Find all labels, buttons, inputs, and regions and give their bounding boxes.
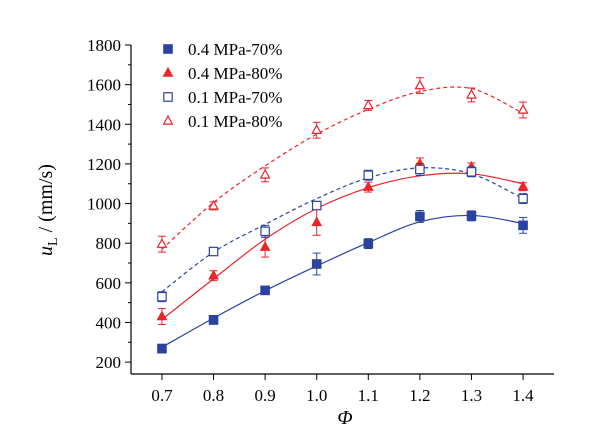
legend-marker-0-1-mpa-80 bbox=[162, 114, 174, 125]
data-point-0-4-mpa-80 bbox=[156, 310, 168, 321]
x-tick-label: 1.1 bbox=[358, 386, 379, 405]
data-point-0-1-mpa-70 bbox=[466, 167, 477, 177]
data-point-0-1-mpa-80 bbox=[311, 124, 323, 134]
y-axis-subscript: L bbox=[46, 237, 61, 246]
legend-label-0-1-mpa-80: 0.1 MPa-80% bbox=[188, 112, 282, 131]
fit-curve-0-4-mpa-70 bbox=[161, 214, 524, 348]
y-tick-label: 1200 bbox=[87, 155, 121, 174]
x-tick-label: 1.4 bbox=[512, 386, 534, 405]
data-point-0-1-mpa-80 bbox=[466, 88, 477, 99]
x-tick-label: 0.7 bbox=[151, 386, 173, 405]
y-tick-label: 800 bbox=[96, 234, 122, 253]
y-tick-label: 1000 bbox=[87, 195, 121, 214]
x-tick-label: 0.9 bbox=[254, 386, 275, 405]
y-tick-label: 1600 bbox=[87, 76, 121, 95]
data-point-0-1-mpa-70 bbox=[363, 170, 374, 181]
x-tick-label: 0.8 bbox=[203, 386, 224, 405]
data-point-0-4-mpa-70 bbox=[157, 343, 167, 354]
x-tick-label: 1.0 bbox=[306, 386, 327, 405]
data-point-0-4-mpa-70 bbox=[466, 211, 477, 221]
y-tick-label: 400 bbox=[96, 313, 122, 332]
data-point-0-4-mpa-70 bbox=[415, 211, 425, 222]
legend: 0.4 MPa-70% 0.4 MPa-80% 0.1 MPa-70% 0.1 MPa… bbox=[162, 40, 282, 131]
legend-marker-0-4-mpa-80 bbox=[162, 66, 174, 77]
legend-marker-0-1-mpa-70 bbox=[163, 92, 173, 102]
fit-curve-0-1-mpa-70 bbox=[161, 167, 524, 293]
data-point-0-4-mpa-80 bbox=[311, 216, 323, 227]
y-tick-label: 1800 bbox=[87, 36, 121, 55]
legend-label-0-1-mpa-70: 0.1 MPa-70% bbox=[188, 88, 282, 107]
data-point-0-1-mpa-80 bbox=[362, 99, 374, 110]
data-point-0-1-mpa-80 bbox=[414, 79, 426, 90]
data-point-0-1-mpa-80 bbox=[208, 199, 219, 210]
y-axis-unit: / (mm/s) bbox=[35, 164, 57, 237]
data-point-0-4-mpa-80 bbox=[362, 181, 374, 191]
y-tick-label: 200 bbox=[96, 353, 122, 372]
legend-label-0-4-mpa-70: 0.4 MPa-70% bbox=[188, 40, 282, 59]
data-point-0-4-mpa-70 bbox=[311, 259, 322, 269]
data-points bbox=[156, 77, 529, 354]
legend-label-0-4-mpa-80: 0.4 MPa-80% bbox=[188, 64, 282, 83]
data-point-0-4-mpa-70 bbox=[363, 238, 374, 249]
data-point-0-1-mpa-80 bbox=[259, 168, 271, 179]
data-point-0-1-mpa-70 bbox=[260, 226, 270, 237]
data-point-0-4-mpa-70 bbox=[208, 315, 219, 325]
data-point-0-1-mpa-70 bbox=[518, 193, 528, 204]
data-point-0-1-mpa-70 bbox=[415, 164, 425, 175]
x-tick-label: 1.3 bbox=[461, 386, 482, 405]
data-point-0-1-mpa-70 bbox=[157, 291, 167, 302]
fit-curve-0-1-mpa-80 bbox=[161, 86, 524, 250]
x-tick-label: 1.2 bbox=[409, 386, 430, 405]
y-axis-title: uL / (mm/s) bbox=[35, 164, 61, 256]
y-tick-label: 600 bbox=[96, 274, 122, 293]
data-point-0-1-mpa-80 bbox=[156, 238, 168, 248]
data-point-0-1-mpa-70 bbox=[311, 200, 322, 211]
data-point-0-4-mpa-70 bbox=[518, 220, 528, 231]
axes-layer: 200 400 600 800 1000 1200 1400 1600 1800 0.7 0.8 0.… bbox=[87, 36, 554, 405]
legend-marker-0-4-mpa-70 bbox=[163, 44, 173, 54]
data-point-0-1-mpa-70 bbox=[208, 246, 219, 257]
data-point-0-4-mpa-80 bbox=[259, 241, 271, 251]
y-axis-symbol: u bbox=[35, 246, 57, 256]
x-axis-title: Φ bbox=[337, 407, 352, 429]
y-tick-label: 1400 bbox=[87, 115, 121, 134]
data-point-0-4-mpa-80 bbox=[517, 180, 529, 191]
data-point-0-4-mpa-80 bbox=[208, 269, 219, 280]
fit-curve-0-4-mpa-80 bbox=[161, 172, 524, 320]
data-point-0-1-mpa-80 bbox=[517, 103, 529, 114]
data-point-0-4-mpa-70 bbox=[260, 285, 270, 296]
